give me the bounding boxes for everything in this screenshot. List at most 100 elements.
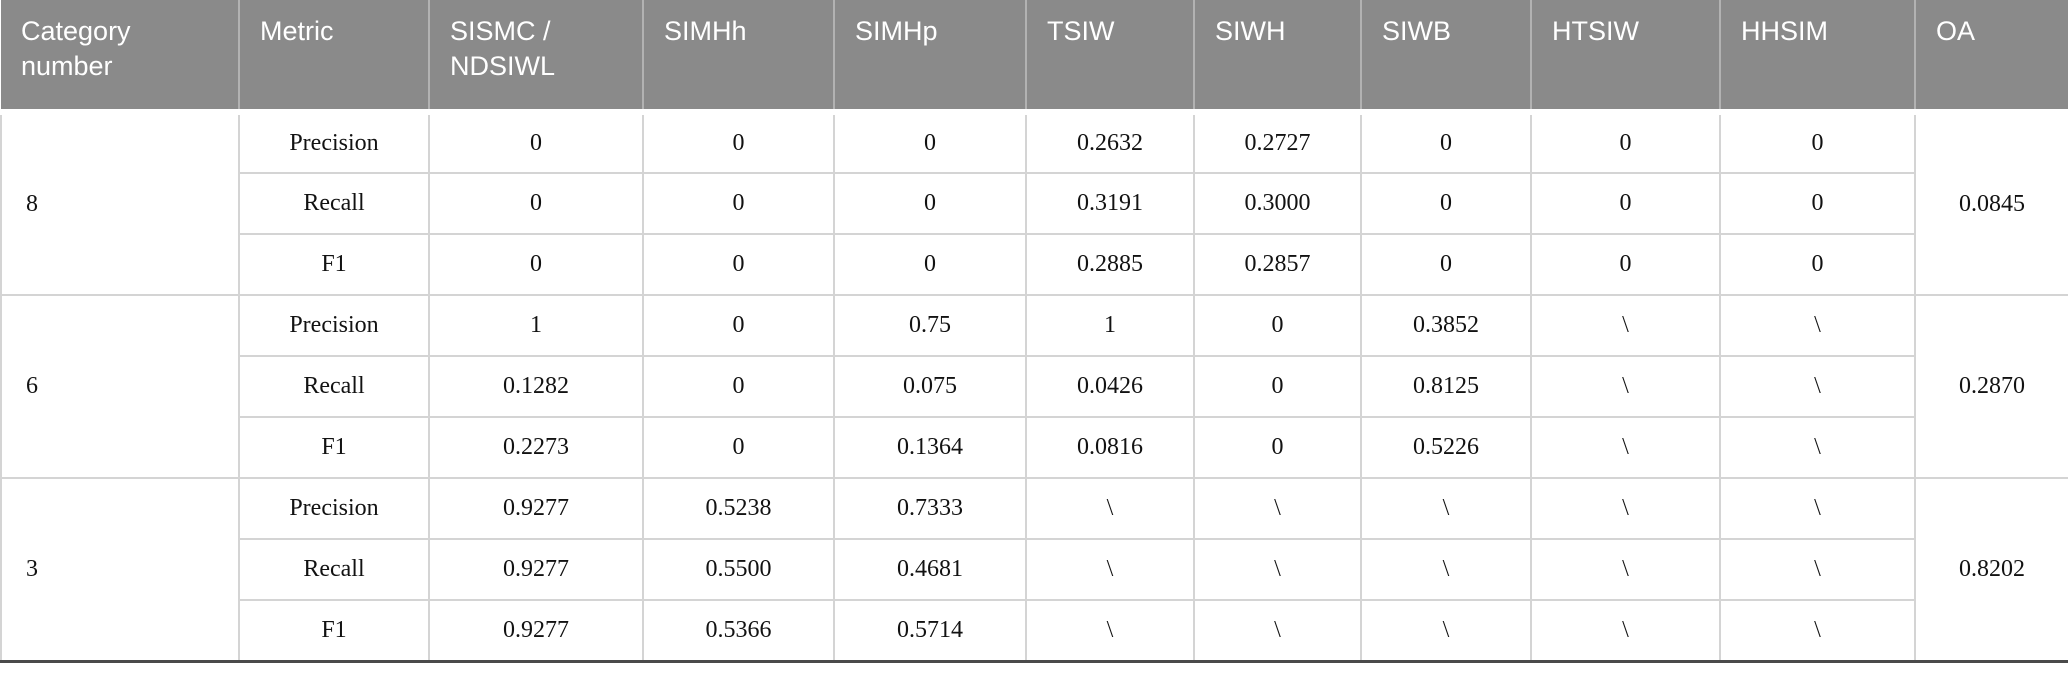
value-cell: 0 — [1719, 233, 1916, 296]
value-cell: 0.9277 — [428, 538, 644, 601]
column-header-tsiw: TSIW — [1025, 0, 1194, 115]
metric-cell: Recall — [238, 538, 430, 601]
column-header-category-number: Category number — [1, 0, 239, 115]
column-header-siwb: SIWB — [1360, 0, 1531, 115]
value-cell: 0.0426 — [1025, 355, 1195, 418]
value-cell: 0 — [1530, 172, 1721, 235]
metric-cell: Recall — [238, 355, 430, 418]
value-cell: \ — [1530, 294, 1721, 357]
value-cell: 0 — [1360, 111, 1532, 174]
metric-cell: F1 — [238, 233, 430, 296]
value-cell: \ — [1360, 538, 1532, 601]
value-cell: 0.8125 — [1360, 355, 1532, 418]
column-header-hhsim: HHSIM — [1719, 0, 1915, 115]
value-cell: 0.75 — [833, 294, 1027, 357]
metric-cell: F1 — [238, 416, 430, 479]
table-header: Category number Metric SISMC / NDSIWL SI… — [1, 0, 2068, 115]
value-cell: \ — [1360, 477, 1532, 540]
value-cell: 0 — [1360, 233, 1532, 296]
metric-cell: Recall — [238, 172, 430, 235]
value-cell: \ — [1719, 294, 1916, 357]
column-header-simhh: SIMHh — [642, 0, 834, 115]
value-cell: 0 — [428, 172, 644, 235]
metric-cell: Precision — [238, 111, 430, 174]
metric-cell: F1 — [238, 599, 430, 662]
value-cell: 0 — [1530, 111, 1721, 174]
value-cell: \ — [1193, 538, 1362, 601]
value-cell: 0 — [642, 172, 835, 235]
value-cell: 0 — [833, 172, 1027, 235]
value-cell: 0 — [642, 111, 835, 174]
value-cell: 0.3191 — [1025, 172, 1195, 235]
table-row: 6 Precision 1 0 0.75 1 0 0.3852 \ \ 0.2870 — [0, 294, 2068, 479]
value-cell: 0.1364 — [833, 416, 1027, 479]
column-header-simhp: SIMHp — [833, 0, 1026, 115]
value-cell: 0 — [833, 111, 1027, 174]
value-cell: 0.5226 — [1360, 416, 1532, 479]
value-cell: 0.3000 — [1193, 172, 1362, 235]
value-cell: 1 — [1025, 294, 1195, 357]
value-cell: \ — [1530, 355, 1721, 418]
value-cell: 0.075 — [833, 355, 1027, 418]
value-cell: \ — [1530, 538, 1721, 601]
value-cell: \ — [1530, 599, 1721, 662]
value-cell: 0.2857 — [1193, 233, 1362, 296]
table-row: F1 0.9277 0.5366 0.5714 \ \ \ \ \ — [1, 599, 2068, 662]
value-cell: \ — [1193, 599, 1362, 662]
table-row: F1 0.2273 0 0.1364 0.0816 0 0.5226 \ \ — [1, 416, 2068, 479]
table-row: Recall 0 0 0 0.3191 0.3000 0 0 0 — [1, 172, 2068, 235]
oa-cell: 0.8202 — [1914, 477, 2068, 662]
value-cell: \ — [1530, 416, 1721, 479]
value-cell: 0 — [1719, 172, 1916, 235]
value-cell: 0.5714 — [833, 599, 1027, 662]
category-number-cell: 3 — [0, 477, 240, 662]
value-cell: 0 — [428, 233, 644, 296]
value-cell: 1 — [428, 294, 644, 357]
table-body: 8 Precision 0 0 0 0.2632 0.2727 0 0 0 0.0845 Recall… — [0, 111, 2068, 662]
value-cell: 0.5500 — [642, 538, 835, 601]
oa-cell: 0.2870 — [1914, 294, 2068, 479]
value-cell: 0 — [1719, 111, 1916, 174]
value-cell: \ — [1360, 599, 1532, 662]
oa-cell: 0.0845 — [1914, 111, 2068, 296]
value-cell: 0.5238 — [642, 477, 835, 540]
value-cell: \ — [1025, 538, 1195, 601]
value-cell: \ — [1719, 599, 1916, 662]
value-cell: 0.9277 — [428, 599, 644, 662]
value-cell: \ — [1719, 355, 1916, 418]
value-cell: \ — [1719, 416, 1916, 479]
value-cell: 0.2727 — [1193, 111, 1362, 174]
value-cell: 0.0816 — [1025, 416, 1195, 479]
header-row: Category number Metric SISMC / NDSIWL SI… — [1, 0, 2068, 115]
column-header-siwh: SIWH — [1193, 0, 1361, 115]
value-cell: 0.4681 — [833, 538, 1027, 601]
column-header-metric: Metric — [238, 0, 429, 115]
value-cell: 0.9277 — [428, 477, 644, 540]
metric-cell: Precision — [238, 294, 430, 357]
value-cell: 0 — [1193, 355, 1362, 418]
table-row: Recall 0.9277 0.5500 0.4681 \ \ \ \ \ — [1, 538, 2068, 601]
value-cell: \ — [1025, 599, 1195, 662]
value-cell: 0.2273 — [428, 416, 644, 479]
value-cell: \ — [1025, 477, 1195, 540]
table-row: 8 Precision 0 0 0 0.2632 0.2727 0 0 0 0.0845 — [0, 111, 2068, 296]
value-cell: 0 — [428, 111, 644, 174]
category-number-cell: 8 — [0, 111, 240, 296]
value-cell: 0 — [642, 355, 835, 418]
value-cell: 0 — [1193, 294, 1362, 357]
column-header-oa: OA — [1914, 0, 2068, 115]
metric-cell: Precision — [238, 477, 430, 540]
table-row: Recall 0.1282 0 0.075 0.0426 0 0.8125 \ \ — [1, 355, 2068, 418]
value-cell: 0.5366 — [642, 599, 835, 662]
value-cell: 0 — [642, 294, 835, 357]
value-cell: 0 — [1360, 172, 1532, 235]
table-row: F1 0 0 0 0.2885 0.2857 0 0 0 — [1, 233, 2068, 296]
value-cell: \ — [1530, 477, 1721, 540]
value-cell: 0 — [1193, 416, 1362, 479]
value-cell: 0.1282 — [428, 355, 644, 418]
value-cell: 0 — [833, 233, 1027, 296]
value-cell: 0 — [1530, 233, 1721, 296]
value-cell: \ — [1719, 477, 1916, 540]
metrics-results-table: Category number Metric SISMC / NDSIWL SI… — [0, 0, 2068, 663]
value-cell: 0.2885 — [1025, 233, 1195, 296]
